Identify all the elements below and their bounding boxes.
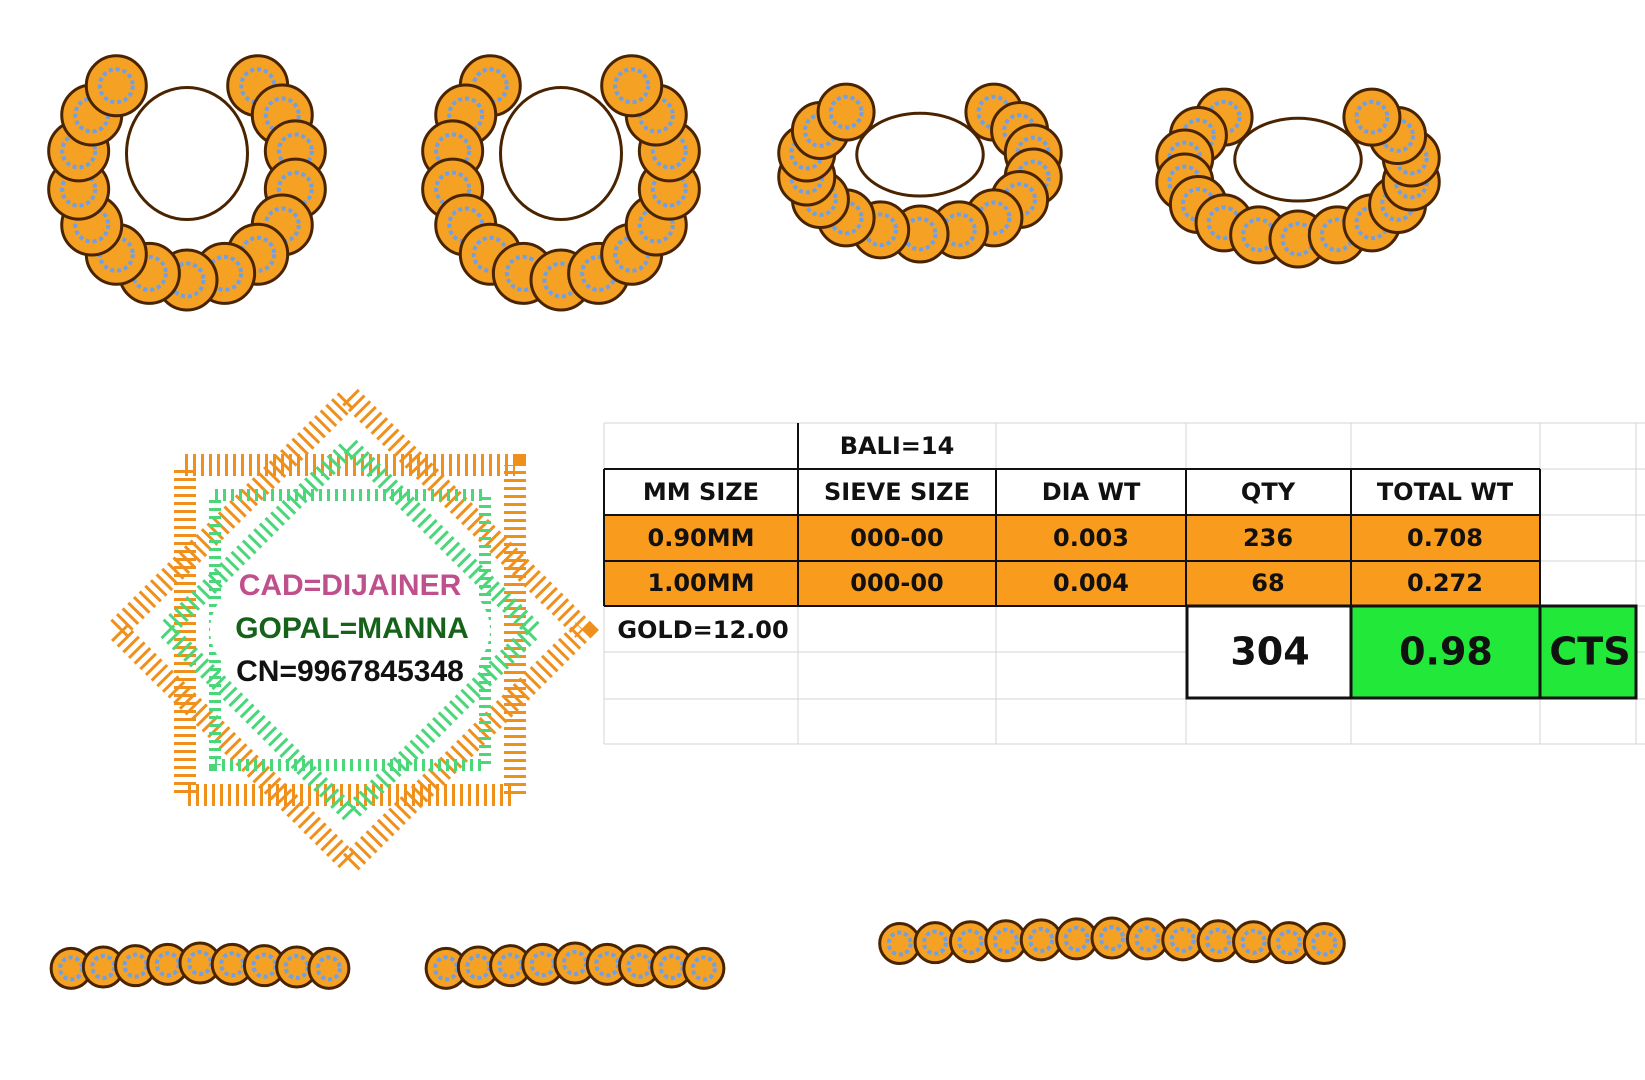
cell: 000-00 <box>850 569 943 597</box>
cell: 0.272 <box>1407 569 1483 597</box>
logo-line: GOPAL=MANNA <box>235 612 469 645</box>
cell: 68 <box>1251 569 1284 597</box>
logo-star <box>101 381 599 879</box>
lobe-inner <box>1134 925 1161 952</box>
lobe-inner <box>447 96 485 134</box>
logo-center <box>210 550 490 710</box>
lobe-inner <box>957 928 984 955</box>
total-weight: 0.98 <box>1399 630 1493 674</box>
earring-hole <box>855 111 985 198</box>
logo-line: CN=9967845348 <box>236 655 464 688</box>
lobe-inner <box>97 67 135 105</box>
header: TOTAL WT <box>1377 478 1514 506</box>
logo-line: CAD=DIJAINER <box>239 569 462 602</box>
lobe-inner <box>941 212 977 248</box>
earring-hole <box>499 86 623 221</box>
lobe-inner <box>1205 927 1232 954</box>
lobe-inner <box>886 930 913 957</box>
cell: 0.004 <box>1053 569 1129 597</box>
side-view <box>49 941 351 990</box>
earring <box>47 54 327 312</box>
lobe-inner <box>902 216 938 252</box>
earring-hole <box>1233 116 1363 203</box>
lobe-inner <box>1311 930 1338 957</box>
lobe-inner <box>434 170 472 208</box>
lobe-inner <box>976 200 1012 236</box>
lobe-inner <box>690 955 717 982</box>
cell: 236 <box>1243 524 1293 552</box>
lobe-inner <box>613 67 651 105</box>
lobe-inner <box>276 132 314 170</box>
total-box <box>1185 604 1353 700</box>
total-box <box>1538 604 1638 700</box>
unit: CTS <box>1549 630 1630 674</box>
earring <box>1155 87 1441 269</box>
lobe-inner <box>1028 926 1055 953</box>
lobe-inner <box>922 929 949 956</box>
side-view <box>424 941 726 990</box>
lobe-inner <box>1354 99 1390 135</box>
lobe-inner <box>315 955 342 982</box>
header: DIA WT <box>1042 478 1141 506</box>
cell: 0.003 <box>1053 524 1129 552</box>
side-view <box>878 916 1346 966</box>
total-box <box>1349 604 1542 700</box>
table-grid <box>603 422 1645 745</box>
table-title: BALI=14 <box>840 432 955 460</box>
lobe-inner <box>263 96 301 134</box>
lobe <box>307 946 351 990</box>
designer-logo: CAD=DIJAINER GOPAL=MANNA CN=9967845348 <box>101 381 599 879</box>
lobe-inner <box>1099 925 1125 951</box>
lobe-inner <box>992 927 1019 954</box>
logo-frame <box>101 381 599 879</box>
spec-table: BALI=14 MM SIZE SIEVE SIZE DIA WT QTY TO… <box>603 422 1645 745</box>
lobe-inner <box>276 170 314 208</box>
lobe-inner <box>434 132 472 170</box>
earring <box>421 54 701 312</box>
logo-frame <box>153 433 547 827</box>
logo-frame <box>174 454 526 806</box>
lobe <box>1302 922 1346 966</box>
total-qty: 304 <box>1230 630 1309 674</box>
earring-hole <box>125 86 249 221</box>
lobe-inner <box>1275 929 1302 956</box>
lobe <box>84 54 148 118</box>
lobe-inner <box>1240 928 1267 955</box>
lobe-inner <box>1063 925 1090 952</box>
header: SIEVE SIZE <box>824 478 970 506</box>
lobe <box>682 946 726 990</box>
cell: 1.00MM <box>648 569 755 597</box>
header: MM SIZE <box>643 478 759 506</box>
cell: 0.90MM <box>648 524 755 552</box>
cell: 000-00 <box>850 524 943 552</box>
header: QTY <box>1241 478 1296 506</box>
cell: 0.708 <box>1407 524 1483 552</box>
lobe-inner <box>1169 926 1196 953</box>
lobe <box>1342 87 1402 147</box>
lobe-inner <box>863 212 899 248</box>
lobe <box>600 54 664 118</box>
jewelry-renders <box>47 54 1441 990</box>
lobe <box>816 82 876 142</box>
earring <box>777 82 1063 264</box>
gold-weight: GOLD=12.00 <box>617 616 788 644</box>
lobe-inner <box>828 94 864 130</box>
